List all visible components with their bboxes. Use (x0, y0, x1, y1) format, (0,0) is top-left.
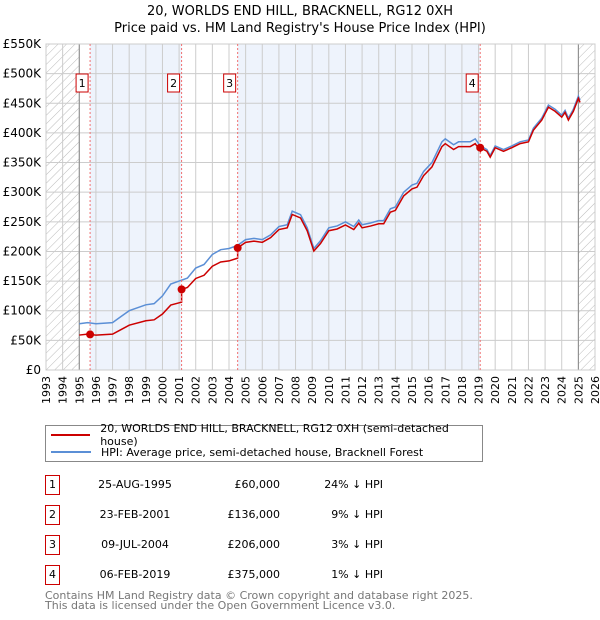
transaction-hpi-diff: 9% ↓ HPI (331, 508, 383, 521)
x-tick-label: 1994 (57, 376, 70, 404)
x-tick-label: 1998 (123, 376, 136, 404)
x-tick-label: 2017 (439, 376, 452, 404)
x-tick-label: 2024 (556, 376, 569, 404)
chart-title: 20, WORLDS END HILL, BRACKNELL, RG12 0XH (146, 4, 454, 19)
x-tick-label: 2003 (206, 376, 219, 404)
x-tick-label: 2007 (273, 376, 286, 404)
x-tick-label: 2004 (223, 376, 236, 404)
x-tick-label: 1995 (73, 376, 86, 404)
x-tick-label: 2001 (173, 376, 186, 404)
x-tick-label: 1999 (140, 376, 153, 404)
x-tick-label: 1993 (40, 376, 53, 404)
sale-point (233, 243, 242, 252)
x-tick-label: 1997 (107, 376, 120, 404)
transaction-marker: 2 (45, 505, 60, 525)
transaction-marker: 3 (45, 535, 60, 555)
legend-label: HPI: Average price, semi-detached house,… (101, 445, 424, 459)
y-tick-label: £100K (3, 304, 43, 318)
x-tick-label: 1996 (90, 376, 103, 404)
x-tick-label: 2006 (256, 376, 269, 404)
transaction-row: 2 23-FEB-2001 £136,000 9% ↓ HPI (45, 505, 465, 525)
transaction-price: £375,000 (227, 568, 281, 581)
x-tick-label: 2010 (323, 376, 336, 404)
footer-copyright: Contains HM Land Registry data © Crown c… (45, 589, 473, 602)
x-tick-label: 2008 (290, 376, 303, 404)
transaction-date: 25-AUG-1995 (98, 478, 172, 491)
x-tick-label: 2014 (389, 376, 402, 404)
y-tick-label: £150K (3, 274, 43, 288)
x-tick-label: 2005 (240, 376, 253, 404)
y-tick-label: £550K (3, 37, 43, 51)
price-chart: 1993 1994 1995 1996 1997 1998 1999 2000 2001 2002… (3, 37, 600, 404)
x-tick-label: 2011 (339, 376, 352, 404)
sale-label-box (465, 73, 479, 93)
x-tick-label: 2025 (572, 376, 585, 404)
transaction-price: £60,000 (234, 478, 281, 491)
y-tick-label: £450K (3, 96, 43, 110)
y-tick-label: £500K (3, 67, 43, 81)
sale-label: 2 (170, 77, 177, 90)
x-tick-label: 2012 (356, 376, 369, 404)
transaction-price: £206,000 (227, 538, 281, 551)
hpi-line (79, 94, 581, 325)
footer-licence: This data is licensed under the Open Gov… (45, 599, 396, 612)
x-tick-label: 2020 (489, 376, 502, 404)
x-tick-label: 2000 (156, 376, 169, 404)
y-tick-label: £250K (3, 215, 43, 229)
transaction-hpi-diff: 3% ↓ HPI (331, 538, 383, 551)
ownership-band (90, 44, 182, 370)
chart-subtitle: Price paid vs. HM Land Registry's House … (114, 21, 486, 36)
plot-border (45, 43, 596, 371)
sale-label: 3 (226, 77, 233, 90)
legend-label: 20, WORLDS END HILL, BRACKNELL, RG12 0XH… (100, 422, 449, 448)
sale-point (86, 330, 95, 339)
legend-swatch-blue (51, 451, 91, 453)
no-data-hatch-right (578, 44, 595, 370)
sale-label-box (75, 73, 89, 93)
transaction-row: 1 25-AUG-1995 £60,000 24% ↓ HPI (45, 475, 465, 495)
legend-item-hpi: HPI: Average price, semi-detached house,… (46, 444, 423, 460)
sale-label-box (167, 73, 181, 93)
transaction-hpi-diff: 1% ↓ HPI (331, 568, 383, 581)
transaction-row: 3 09-JUL-2004 £206,000 3% ↓ HPI (45, 535, 465, 555)
y-tick-label: £200K (3, 244, 43, 258)
legend-swatch-red (51, 434, 91, 436)
ownership-band (237, 44, 481, 370)
sale-point (476, 143, 485, 152)
y-tick-label: £300K (3, 185, 43, 199)
transaction-marker: 1 (45, 475, 60, 495)
transaction-marker: 4 (45, 565, 60, 585)
transaction-row: 4 06-FEB-2019 £375,000 1% ↓ HPI (45, 565, 465, 585)
x-tick-label: 2026 (589, 376, 600, 404)
x-tick-label: 2009 (306, 376, 319, 404)
y-tick-label: £350K (3, 156, 43, 170)
x-tick-label: 2016 (423, 376, 436, 404)
x-tick-label: 2022 (522, 376, 535, 404)
legend-item-property: 20, WORLDS END HILL, BRACKNELL, RG12 0XH… (46, 422, 482, 448)
x-tick-label: 2021 (506, 376, 519, 404)
sale-label: 1 (79, 77, 86, 90)
transaction-price: £136,000 (227, 508, 281, 521)
x-tick-label: 2013 (373, 376, 386, 404)
sale-label-box (223, 73, 237, 93)
y-tick-label: £50K (10, 333, 42, 347)
legend: 20, WORLDS END HILL, BRACKNELL, RG12 0XH… (45, 422, 483, 462)
x-tick-label: 2002 (190, 376, 203, 404)
transaction-date: 09-JUL-2004 (101, 538, 169, 551)
sale-label: 4 (469, 77, 476, 90)
x-tick-label: 2019 (473, 376, 486, 404)
x-tick-label: 2018 (456, 376, 469, 404)
x-tick-label: 2023 (539, 376, 552, 404)
y-tick-label: £400K (3, 126, 43, 140)
transaction-date: 06-FEB-2019 (99, 568, 171, 581)
sale-point (177, 285, 186, 294)
transaction-hpi-diff: 24% ↓ HPI (324, 478, 383, 491)
y-tick-label: £0 (26, 363, 41, 377)
x-tick-label: 2015 (406, 376, 419, 404)
transaction-date: 23-FEB-2001 (99, 508, 171, 521)
